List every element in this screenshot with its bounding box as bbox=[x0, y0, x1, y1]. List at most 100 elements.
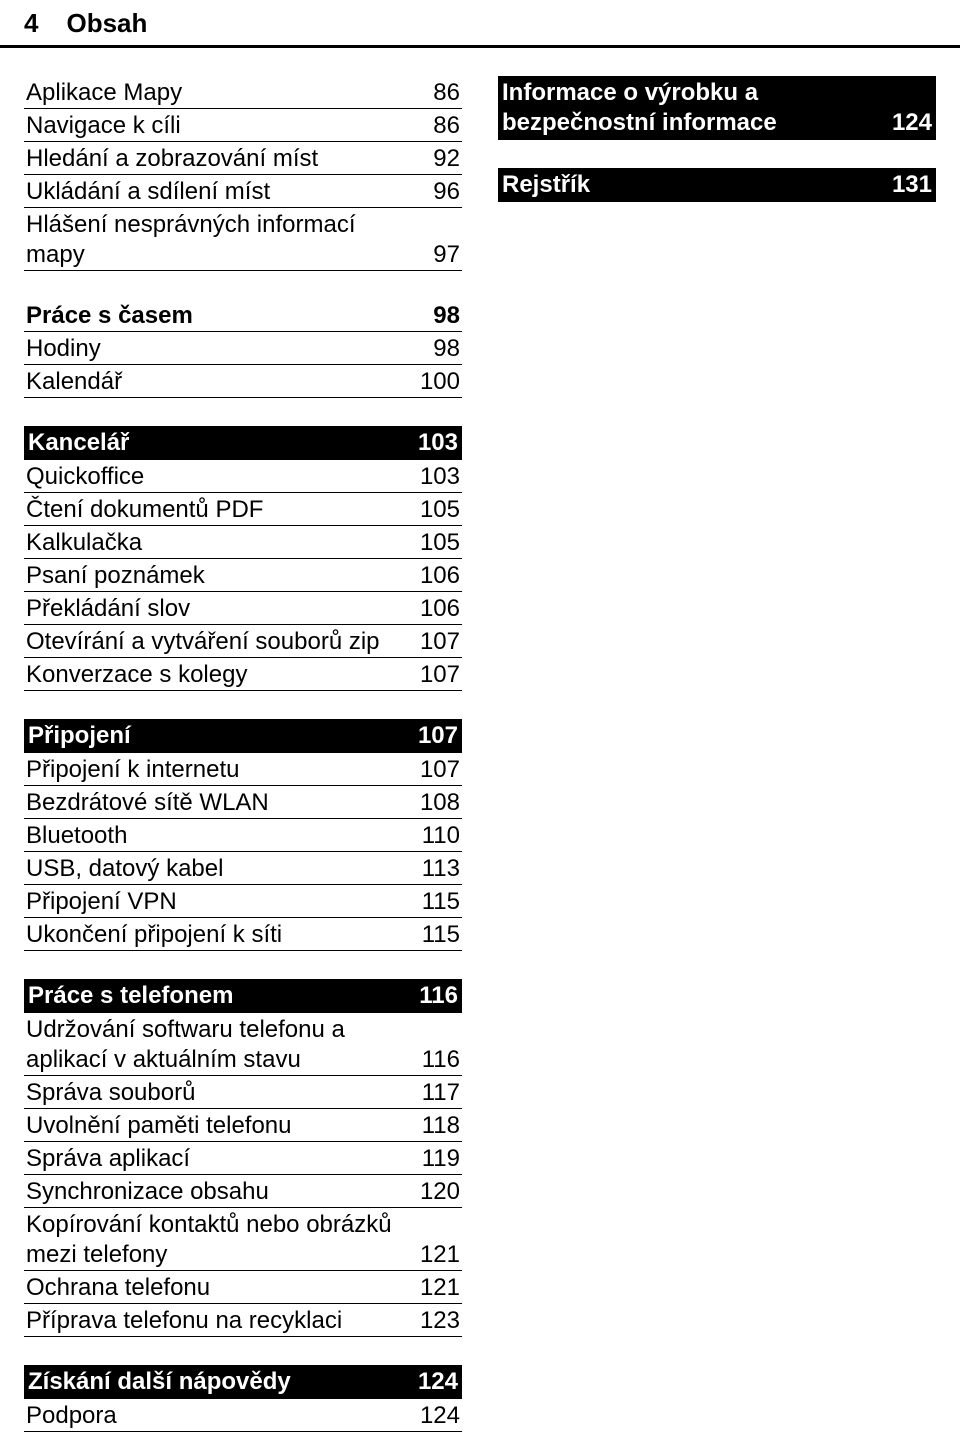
toc-entry-page: 115 bbox=[414, 920, 460, 950]
toc-entry[interactable]: USB, datový kabel113 bbox=[24, 852, 462, 885]
toc-entry-page: 105 bbox=[412, 528, 460, 558]
toc-entry-page: 117 bbox=[414, 1078, 460, 1108]
toc-entry[interactable]: Práce s časem98 bbox=[24, 299, 462, 332]
toc-entry-label: Informace o výrobku a bezpečnostní infor… bbox=[502, 78, 884, 138]
toc-entry-page: 119 bbox=[414, 1144, 460, 1174]
toc-entry[interactable]: Podpora124 bbox=[24, 1399, 462, 1432]
toc-entry-label: Ukládání a sdílení míst bbox=[26, 177, 425, 207]
toc-entry-page: 116 bbox=[414, 1045, 460, 1075]
toc-entry-page: 120 bbox=[412, 1177, 460, 1207]
toc-entry-label: Hlášení nesprávných informací mapy bbox=[26, 210, 425, 270]
section-gap bbox=[24, 1337, 462, 1365]
toc-entry[interactable]: Udržování softwaru telefonu a aplikací v… bbox=[24, 1013, 462, 1076]
toc-entry[interactable]: Hodiny98 bbox=[24, 332, 462, 365]
toc-entry-label: Uvolnění paměti telefonu bbox=[26, 1111, 414, 1141]
toc-entry-label: Podpora bbox=[26, 1401, 412, 1431]
page-number: 4 bbox=[24, 8, 38, 39]
toc-entry-page: 110 bbox=[414, 821, 460, 851]
toc-entry-label: Rejstřík bbox=[502, 170, 884, 200]
toc-entry[interactable]: Navigace k cíli86 bbox=[24, 109, 462, 142]
toc-entry-page: 86 bbox=[425, 111, 460, 141]
toc-entry-label: Hodiny bbox=[26, 334, 425, 364]
toc-entry[interactable]: Příprava telefonu na recyklaci123 bbox=[24, 1304, 462, 1337]
toc-entry[interactable]: Kalendář100 bbox=[24, 365, 462, 398]
toc-entry-label: Ukončení připojení k síti bbox=[26, 920, 414, 950]
page-title: Obsah bbox=[66, 8, 147, 39]
toc-entry[interactable]: Konverzace s kolegy107 bbox=[24, 658, 462, 691]
toc-entry-page: 106 bbox=[412, 594, 460, 624]
page-header: 4 Obsah bbox=[0, 0, 960, 48]
toc-entry-page: 116 bbox=[411, 981, 458, 1011]
toc-entry[interactable]: Připojení k internetu107 bbox=[24, 753, 462, 786]
toc-entry-label: Kalendář bbox=[26, 367, 412, 397]
toc-entry-label: Překládání slov bbox=[26, 594, 412, 624]
toc-entry-label: Hledání a zobrazování míst bbox=[26, 144, 425, 174]
toc-entry[interactable]: Quickoffice103 bbox=[24, 460, 462, 493]
toc-entry-page: 121 bbox=[412, 1240, 460, 1270]
toc-entry-label: Čtení dokumentů PDF bbox=[26, 495, 412, 525]
toc-entry-label: Psaní poznámek bbox=[26, 561, 412, 591]
toc-section-heading[interactable]: Připojení107 bbox=[24, 719, 462, 753]
toc-entry-page: 105 bbox=[412, 495, 460, 525]
toc-entry-page: 107 bbox=[412, 755, 460, 785]
toc-entry[interactable]: Bluetooth110 bbox=[24, 819, 462, 852]
toc-entry-label: Kalkulačka bbox=[26, 528, 412, 558]
toc-entry[interactable]: Překládání slov106 bbox=[24, 592, 462, 625]
toc-entry[interactable]: Ukončení připojení k síti115 bbox=[24, 918, 462, 951]
toc-section-heading[interactable]: Kancelář103 bbox=[24, 426, 462, 460]
section-gap bbox=[24, 691, 462, 719]
toc-entry-label: Konverzace s kolegy bbox=[26, 660, 412, 690]
toc-entry-page: 106 bbox=[412, 561, 460, 591]
toc-entry-label: Kopírování kontaktů nebo obrázků mezi te… bbox=[26, 1210, 412, 1270]
toc-right-column: Informace o výrobku a bezpečnostní infor… bbox=[498, 76, 936, 1432]
toc-entry[interactable]: Hledání a zobrazování míst92 bbox=[24, 142, 462, 175]
toc-entry-page: 103 bbox=[412, 462, 460, 492]
toc-entry-label: Správa souborů bbox=[26, 1078, 414, 1108]
toc-entry-label: Synchronizace obsahu bbox=[26, 1177, 412, 1207]
toc-entry[interactable]: Aplikace Mapy86 bbox=[24, 76, 462, 109]
toc-left-column: Aplikace Mapy86Navigace k cíli86Hledání … bbox=[24, 76, 462, 1432]
toc-section-heading[interactable]: Práce s telefonem116 bbox=[24, 979, 462, 1013]
toc-entry[interactable]: Hlášení nesprávných informací mapy97 bbox=[24, 208, 462, 271]
toc-entry-page: 108 bbox=[412, 788, 460, 818]
toc-entry[interactable]: Kopírování kontaktů nebo obrázků mezi te… bbox=[24, 1208, 462, 1271]
toc-section-heading[interactable]: Získání další nápovědy124 bbox=[24, 1365, 462, 1399]
toc-entry-label: Bezdrátové sítě WLAN bbox=[26, 788, 412, 818]
toc-entry[interactable]: Správa aplikací119 bbox=[24, 1142, 462, 1175]
toc-entry[interactable]: Kalkulačka105 bbox=[24, 526, 462, 559]
section-gap bbox=[24, 398, 462, 426]
toc-entry-page: 98 bbox=[425, 301, 460, 331]
toc-entry-page: 96 bbox=[425, 177, 460, 207]
toc-entry[interactable]: Otevírání a vytváření souborů zip107 bbox=[24, 625, 462, 658]
toc-section-heading[interactable]: Informace o výrobku a bezpečnostní infor… bbox=[498, 76, 936, 140]
toc-entry-label: Získání další nápovědy bbox=[28, 1367, 410, 1397]
toc-entry-page: 97 bbox=[425, 240, 460, 270]
toc-entry-page: 100 bbox=[412, 367, 460, 397]
toc-entry[interactable]: Synchronizace obsahu120 bbox=[24, 1175, 462, 1208]
toc-entry[interactable]: Ukládání a sdílení míst96 bbox=[24, 175, 462, 208]
toc-entry-label: Práce s telefonem bbox=[28, 981, 411, 1011]
toc-columns: Aplikace Mapy86Navigace k cíli86Hledání … bbox=[0, 48, 960, 1456]
toc-entry[interactable]: Správa souborů117 bbox=[24, 1076, 462, 1109]
toc-entry-page: 107 bbox=[410, 721, 458, 751]
toc-entry-page: 103 bbox=[410, 428, 458, 458]
toc-entry[interactable]: Bezdrátové sítě WLAN108 bbox=[24, 786, 462, 819]
toc-entry-page: 115 bbox=[414, 887, 460, 917]
toc-entry-label: Práce s časem bbox=[26, 301, 425, 331]
toc-entry-page: 123 bbox=[412, 1306, 460, 1336]
toc-entry[interactable]: Psaní poznámek106 bbox=[24, 559, 462, 592]
toc-entry-label: Připojení k internetu bbox=[26, 755, 412, 785]
toc-entry[interactable]: Připojení VPN115 bbox=[24, 885, 462, 918]
toc-entry-label: Příprava telefonu na recyklaci bbox=[26, 1306, 412, 1336]
toc-entry-label: Otevírání a vytváření souborů zip bbox=[26, 627, 412, 657]
toc-entry-page: 113 bbox=[414, 854, 460, 884]
toc-entry[interactable]: Uvolnění paměti telefonu118 bbox=[24, 1109, 462, 1142]
toc-entry[interactable]: Čtení dokumentů PDF105 bbox=[24, 493, 462, 526]
toc-entry-page: 98 bbox=[425, 334, 460, 364]
toc-entry-label: Bluetooth bbox=[26, 821, 414, 851]
toc-entry-page: 124 bbox=[884, 108, 932, 138]
toc-entry-page: 86 bbox=[425, 78, 460, 108]
toc-entry-label: Správa aplikací bbox=[26, 1144, 414, 1174]
toc-section-heading[interactable]: Rejstřík131 bbox=[498, 168, 936, 202]
toc-entry[interactable]: Ochrana telefonu121 bbox=[24, 1271, 462, 1304]
